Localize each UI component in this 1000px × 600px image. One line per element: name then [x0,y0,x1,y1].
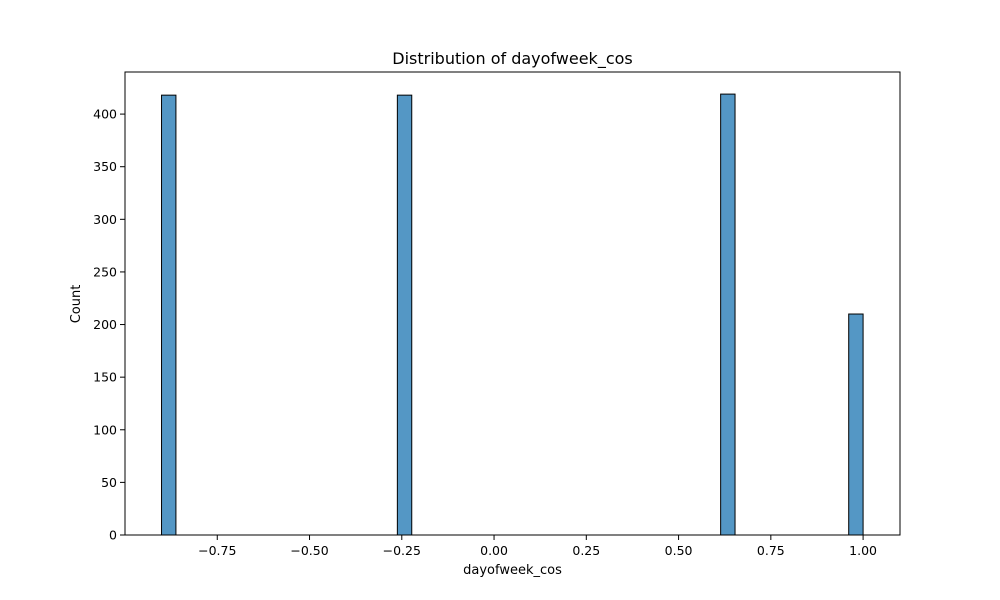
x-axis-label: dayofweek_cos [463,563,562,578]
x-tick-label: 0.00 [480,543,508,558]
x-tick-label: −0.25 [383,543,421,558]
x-tick-label: 0.50 [665,543,693,558]
histogram-bar [720,93,736,536]
x-tick-label: −0.75 [198,543,236,558]
histogram-bar [396,94,413,536]
x-tick-label: −0.50 [290,543,328,558]
histogram-bar [161,94,177,536]
y-tick-label: 350 [93,159,117,174]
y-tick-label: 150 [93,370,117,385]
x-tick-label: 0.75 [757,543,785,558]
x-tick-label: 0.25 [572,543,600,558]
y-tick-label: 0 [109,528,117,543]
x-axis-ticks: −0.75 −0.50 −0.25 0.00 0.25 0.50 0.75 1.00 [198,535,877,558]
x-tick-label: 1.00 [849,543,877,558]
y-tick-label: 50 [101,475,117,490]
plot-frame [124,71,901,536]
y-tick-label: 300 [93,212,117,227]
y-axis-ticks: 0 50 100 150 200 250 300 350 400 [93,107,125,543]
y-axis-label: Count [69,285,84,324]
y-tick-label: 200 [93,317,117,332]
y-tick-label: 250 [93,264,117,279]
y-tick-label: 400 [93,107,117,122]
histogram-bar [848,313,864,536]
bars-group [161,93,864,536]
chart-title: Distribution of dayofweek_cos [392,49,632,69]
y-tick-label: 100 [93,422,117,437]
